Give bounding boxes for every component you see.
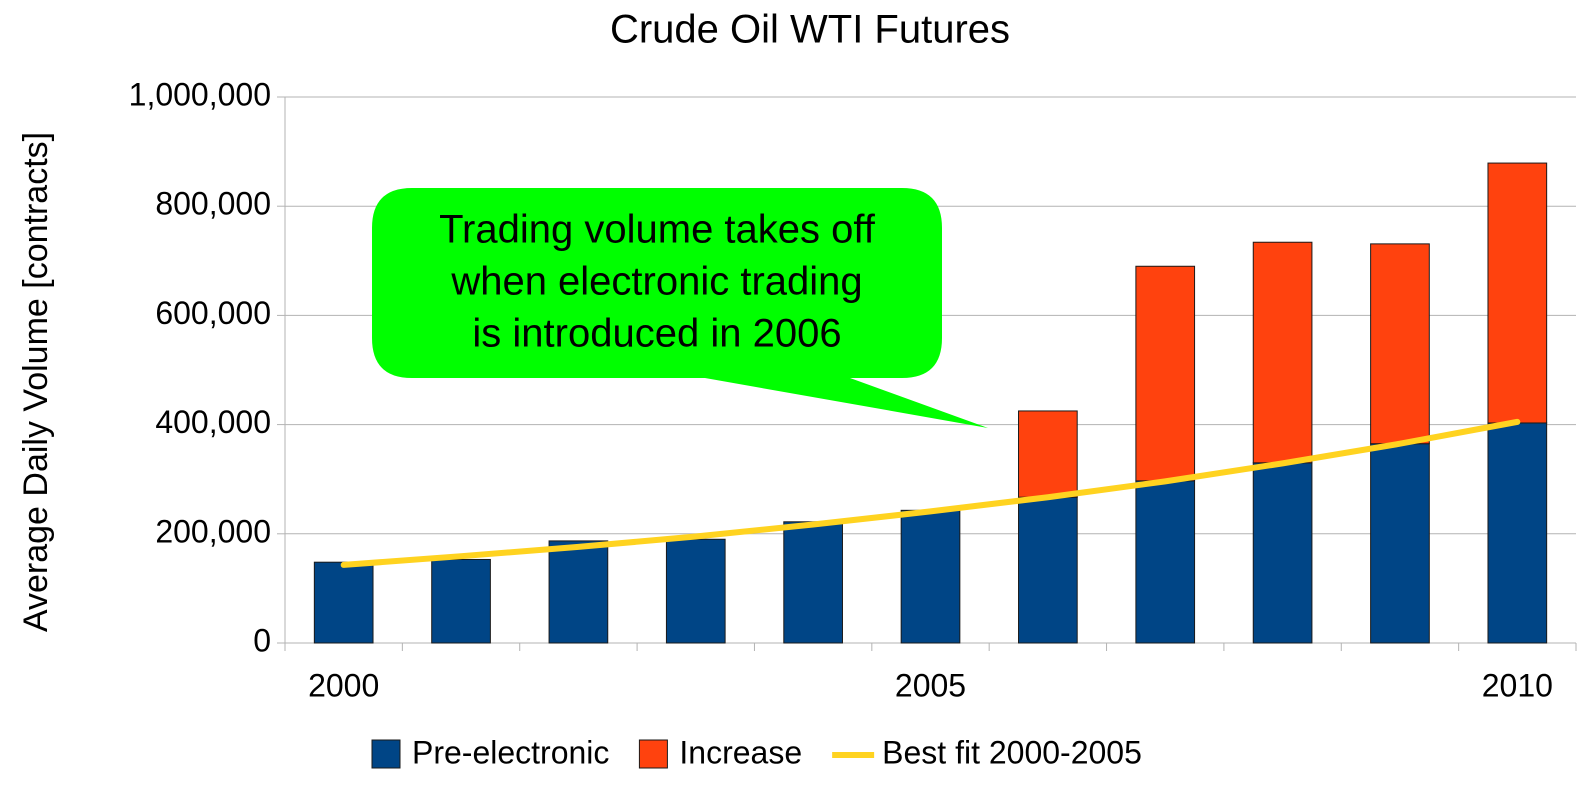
x-tick-label: 2005: [895, 667, 966, 703]
bar: [665, 538, 726, 644]
annotation-text: when electronic trading: [450, 260, 862, 304]
chart-title: Crude Oil WTI Futures: [610, 8, 1010, 52]
y-tick-label: 200,000: [155, 513, 271, 549]
bar: [1370, 243, 1430, 445]
y-tick-label: 400,000: [155, 404, 271, 440]
annotation-text: Trading volume takes off: [439, 208, 876, 252]
bar: [1252, 462, 1313, 644]
bar: [783, 521, 843, 644]
bar: [1252, 241, 1313, 464]
legend-swatch: [371, 739, 401, 769]
callout: [372, 188, 988, 428]
bar: [1370, 443, 1430, 644]
y-tick-label: 0: [253, 622, 271, 658]
annotation-text: is introduced in 2006: [472, 312, 841, 356]
legend-swatch: [638, 739, 668, 769]
bar: [313, 561, 374, 644]
bar: [1018, 410, 1078, 498]
bar: [1487, 162, 1548, 424]
x-tick-label: 2010: [1482, 667, 1553, 703]
y-tick-label: 1,000,000: [129, 76, 271, 112]
y-tick-label: 800,000: [155, 186, 271, 222]
bar: [1487, 422, 1548, 644]
y-tick-label: 600,000: [155, 295, 271, 331]
x-tick-label: 2000: [308, 667, 379, 703]
bar: [1018, 496, 1078, 644]
bar: [431, 558, 491, 644]
bar: [1135, 265, 1196, 482]
bar: [548, 540, 609, 644]
bar: [900, 509, 961, 644]
legend-label: Best fit 2000-2005: [882, 734, 1142, 770]
legend-label: Pre-electronic: [412, 734, 609, 770]
legend-label: Increase: [679, 734, 802, 770]
y-axis-label: Average Daily Volume [contracts]: [17, 132, 55, 632]
trend-line: [340, 418, 1521, 568]
bar: [1135, 480, 1196, 644]
